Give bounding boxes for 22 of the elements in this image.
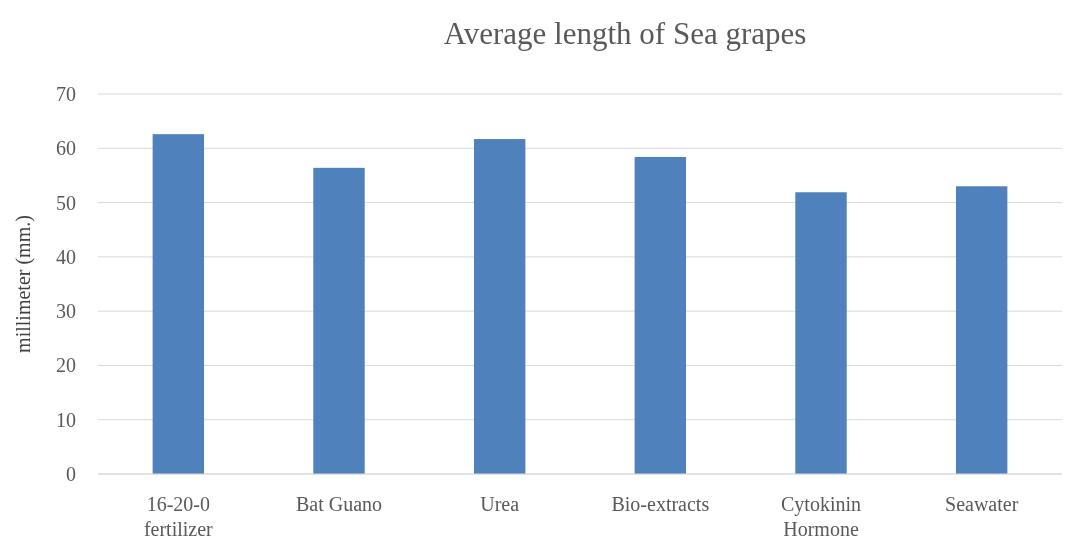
bar [152,134,205,474]
bar [795,192,847,474]
x-tick-label: Bat Guano [295,493,383,515]
x-tick-label: 16-20-0 fertilizer [143,493,214,540]
y-tick-label: 0 [66,463,76,485]
y-axis-title: millimeter (mm.) [12,215,35,353]
y-tick-label: 10 [56,408,76,431]
bar [634,156,687,474]
x-tick-label: Bio-extracts [611,493,710,515]
y-tick-label: 70 [56,83,76,105]
bar [955,186,1008,474]
chart-title: Average length of Sea grapes [443,16,807,51]
bar [313,167,365,474]
y-tick-label: 40 [56,245,76,268]
bar [473,139,526,474]
y-tick-label: 30 [56,300,76,323]
y-tick-label: 50 [56,191,76,214]
y-tick-label: 60 [56,137,76,160]
x-tick-label: Cytokinin Hormone [780,493,862,540]
x-tick-label: Urea [480,493,520,515]
y-tick-label: 20 [56,354,76,377]
x-tick-label: Seawater [945,493,1019,515]
